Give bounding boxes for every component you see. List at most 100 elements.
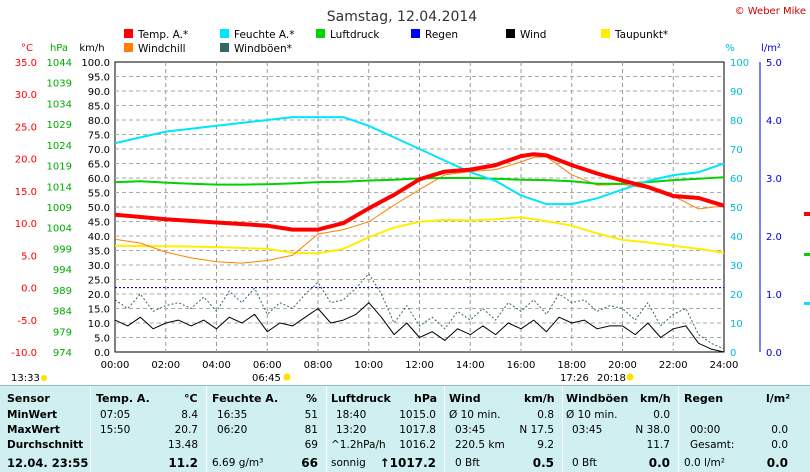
legend-label-3: Regen — [425, 29, 458, 41]
kmh-tick-6: 70.0 — [88, 145, 110, 156]
temp-current-value: 11.2 — [168, 456, 198, 470]
temp-min-time: 07:05 — [100, 409, 131, 421]
rain-current-value: 0.0 — [766, 456, 788, 470]
hpa-tick-6: 1014 — [47, 182, 72, 193]
gust-max-value: N 38.0 — [635, 424, 670, 436]
max-label: MaxWert — [7, 424, 60, 436]
rain-total-label: Gesamt: — [690, 439, 735, 451]
x-tick-12: 24:00 — [710, 360, 739, 371]
temp-tick-1: 30.0 — [15, 90, 37, 101]
temp-tick-7: 0.0 — [21, 284, 37, 295]
hpa-tick-8: 1004 — [47, 224, 72, 235]
temp-tick-4: 15.0 — [15, 187, 37, 198]
wind-avg-value: 9.2 — [537, 439, 554, 451]
hpa-tick-10: 994 — [53, 265, 72, 276]
axis-units: °C hPa km/h % l/m² — [21, 43, 781, 54]
kmh-tick-20: 0.0 — [94, 348, 110, 359]
current-date-label: 12.04. 23:55 — [7, 456, 89, 470]
rain-total-value: 0.0 — [771, 439, 788, 451]
hpa-tick-13: 979 — [53, 327, 72, 338]
kmh-tick-13: 35.0 — [88, 247, 110, 258]
hpa-tick-7: 1009 — [47, 203, 72, 214]
gust-header-unit: km/h — [640, 392, 671, 405]
hpa-unit: hPa — [50, 43, 68, 54]
temp-max-value: 20.7 — [174, 424, 198, 436]
kmh-tick-15: 25.0 — [88, 276, 110, 287]
x-tick-4: 08:00 — [304, 360, 333, 371]
temp-tick-8: -5.0 — [17, 316, 37, 327]
rain-header: Regen — [684, 392, 724, 405]
legend-swatch-3 — [411, 29, 420, 38]
chart-legend: Temp. A.* Feuchte A.* Luftdruck Regen Wind Ta… — [124, 29, 668, 55]
wind-bft: 0 Bft — [455, 457, 480, 469]
rain-tick-4: 1.0 — [766, 290, 782, 301]
legend-label-4: Wind — [520, 29, 546, 41]
pct-tick-0: 100 — [730, 58, 749, 69]
legend-label-2: Luftdruck — [330, 29, 380, 41]
kmh-tick-3: 85.0 — [88, 102, 110, 113]
humidity-avg-value: 69 — [304, 439, 318, 451]
pct-tick-10: 0 — [730, 348, 736, 359]
humidity-min-value: 51 — [304, 409, 318, 421]
kmh-tick-2: 90.0 — [88, 87, 110, 98]
pressure-max-time: 13:20 — [336, 424, 367, 436]
kmh-tick-18: 10.0 — [88, 319, 110, 330]
hpa-tick-3: 1029 — [47, 120, 72, 131]
humidity-abs-value: 6.69 g/m³ — [212, 457, 264, 469]
series-wind — [114, 302, 725, 353]
moonset-label: 17:26 — [560, 373, 589, 384]
rain-max-time: 00:00 — [690, 424, 721, 436]
humidity-min-time: 16:35 — [217, 409, 248, 421]
x-tick-10: 20:00 — [608, 360, 637, 371]
gust-header: Windböen — [566, 392, 629, 405]
hpa-tick-9: 999 — [53, 244, 72, 255]
x-tick-1: 02:00 — [151, 360, 180, 371]
pressure-trend: ^1.2hPa/h — [331, 439, 386, 451]
gust-current-value: 0.0 — [648, 456, 670, 470]
kmh-tick-14: 30.0 — [88, 261, 110, 272]
temp-unit: °C — [21, 43, 33, 54]
sun-moon-info: 13:33 06:45 17:26 20:18 — [11, 373, 634, 384]
kmh-tick-1: 95.0 — [88, 73, 110, 84]
x-tick-5: 10:00 — [354, 360, 383, 371]
x-tick-9: 18:00 — [557, 360, 586, 371]
humidity-current-value: 66 — [301, 456, 318, 470]
kmh-tick-8: 60.0 — [88, 174, 110, 185]
temp-tick-0: 35.0 — [15, 58, 37, 69]
data-series — [114, 116, 725, 353]
gust-max-time: 03:45 — [572, 424, 603, 436]
rain-tick-0: 5.0 — [766, 58, 782, 69]
rain-tick-1: 4.0 — [766, 116, 782, 127]
legend-swatch-0 — [124, 29, 133, 38]
pct-tick-5: 50 — [730, 203, 743, 214]
temp-header-unit: °C — [184, 392, 198, 405]
series-tempa — [114, 152, 725, 232]
temp-min-value: 8.4 — [181, 409, 198, 421]
legend-label-0: Temp. A.* — [137, 29, 188, 41]
humidity-max-time: 06:20 — [217, 424, 248, 436]
x-tick-7: 14:00 — [456, 360, 485, 371]
kmh-tick-17: 15.0 — [88, 305, 110, 316]
sunrise-label: 06:45 — [252, 373, 281, 384]
weather-forecast: sonnig — [331, 457, 366, 469]
pct-tick-1: 90 — [730, 87, 743, 98]
pct-tick-8: 20 — [730, 290, 743, 301]
gust-avg10-value: 0.0 — [653, 409, 670, 421]
pressure-max-value: 1017.8 — [399, 424, 436, 436]
avg-label: Durchschnitt — [7, 439, 84, 451]
temp-tick-5: 10.0 — [15, 219, 37, 230]
legend-swatch-6 — [124, 43, 133, 52]
legend-swatch-2 — [316, 29, 325, 38]
x-tick-6: 12:00 — [405, 360, 434, 371]
rain-max-value: 0.0 — [771, 424, 788, 436]
min-label: MinWert — [7, 409, 58, 421]
temp-tick-9: -10.0 — [11, 348, 37, 359]
plot-grid — [114, 61, 725, 353]
kmh-tick-7: 65.0 — [88, 160, 110, 171]
hpa-tick-12: 984 — [53, 307, 72, 318]
legend-swatch-5 — [601, 29, 610, 38]
sunset-icon — [626, 373, 634, 381]
pressure-header-unit: hPa — [414, 392, 438, 405]
pct-unit: % — [725, 43, 735, 54]
sunset-label: 20:18 — [597, 373, 626, 384]
